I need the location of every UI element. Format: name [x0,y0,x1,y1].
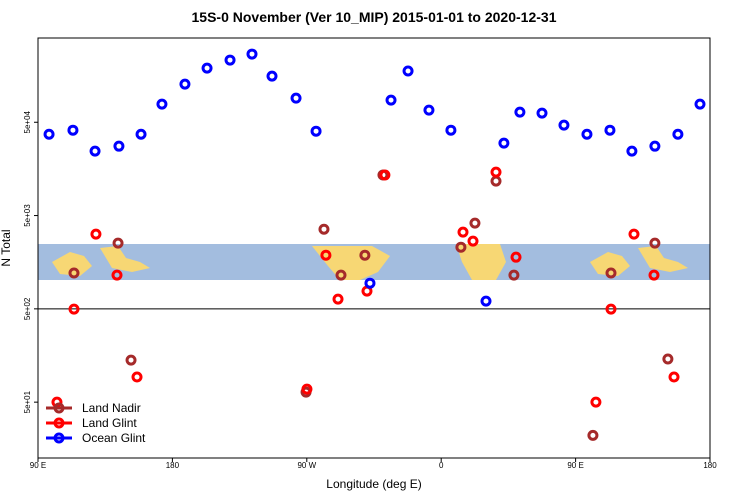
legend-marker [53,417,65,429]
data-point [605,303,617,315]
data-point [335,269,347,281]
data-point [467,235,479,247]
legend-label: Land Nadir [82,401,141,415]
x-tick-label: 90 E [567,461,583,470]
data-point [290,92,302,104]
y-tick-label: 5e+03 [23,204,32,227]
data-point [457,226,469,238]
data-point [590,396,602,408]
data-point [359,249,371,261]
x-tick-label: 180 [703,461,717,470]
data-point [43,128,55,140]
data-point [662,353,674,365]
plot-frame [37,37,711,459]
data-point [113,140,125,152]
data-point [179,78,191,90]
data-point [672,128,684,140]
data-point [111,269,123,281]
map-strip [38,244,710,280]
data-point [379,169,391,181]
data-point [402,65,414,77]
chart-title: 15S-0 November (Ver 10_MIP) 2015-01-01 t… [192,9,557,25]
data-point [536,107,548,119]
data-point [112,237,124,249]
data-point [668,371,680,383]
data-point [604,124,616,136]
data-point [201,62,213,74]
data-point [510,251,522,263]
data-point [469,217,481,229]
legend-marker [53,432,65,444]
data-point [332,293,344,305]
data-point [364,277,376,289]
legend-label: Land Glint [82,416,137,430]
legend-label: Ocean Glint [82,431,146,445]
x-tick-label: 90 W [297,461,316,470]
data-point [224,54,236,66]
x-tick-label: 90 E [30,461,46,470]
data-point [649,237,661,249]
data-point [490,175,502,187]
data-point [89,145,101,157]
data-point [490,166,502,178]
data-point [423,104,435,116]
legend-marker [53,402,65,414]
data-point [68,303,80,315]
data-point [131,371,143,383]
data-point [581,128,593,140]
data-point [455,241,467,253]
x-tick-label: 180 [166,461,180,470]
data-point [605,267,617,279]
data-point [587,429,599,441]
data-point [68,267,80,279]
y-tick-label: 5e+02 [23,297,32,320]
data-point [628,228,640,240]
y-axis-label: N Total [0,229,13,266]
data-point [385,94,397,106]
data-point [301,383,313,395]
data-point [318,223,330,235]
y-tick-label: 5e+01 [23,390,32,413]
data-point [649,140,661,152]
x-tick-label: 0 [439,461,444,470]
data-point [626,145,638,157]
data-point [90,228,102,240]
data-point [266,70,278,82]
data-point [125,354,137,366]
data-point [648,269,660,281]
data-point [558,119,570,131]
data-point [135,128,147,140]
y-tick-label: 5e+04 [23,110,32,133]
data-point [67,124,79,136]
data-point [246,48,258,60]
data-point [445,124,457,136]
data-point [310,125,322,137]
data-point [156,98,168,110]
data-point [508,269,520,281]
data-point [480,295,492,307]
data-point [694,98,706,110]
x-axis-label: Longitude (deg E) [326,477,421,491]
data-point [498,137,510,149]
data-point [514,106,526,118]
data-point [320,249,332,261]
